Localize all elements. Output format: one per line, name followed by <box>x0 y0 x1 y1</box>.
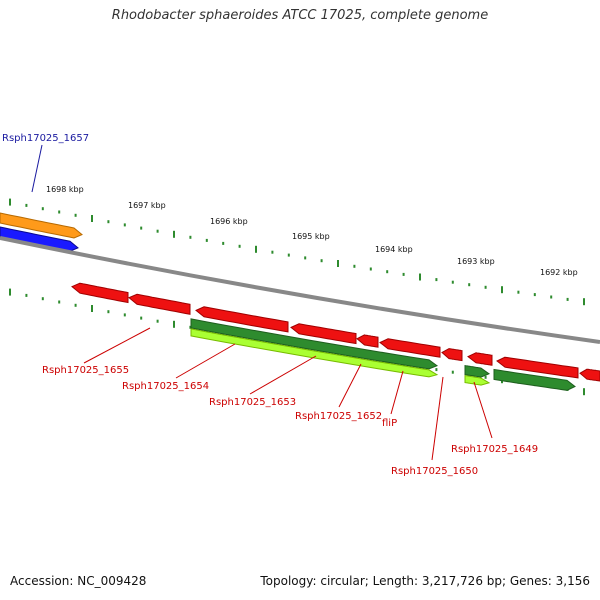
inner-minor-tick <box>123 313 126 317</box>
outer-major-tick <box>583 298 585 306</box>
outer-major-tick <box>255 245 257 253</box>
outer-minor-tick <box>533 293 536 297</box>
leader-line-2 <box>83 327 151 364</box>
gene-dark-green-arrow-2 <box>464 365 491 378</box>
outer-minor-tick <box>107 220 110 224</box>
outer-minor-tick <box>58 210 61 214</box>
outer-minor-tick <box>25 203 28 207</box>
inner-minor-tick <box>451 370 454 374</box>
inner-minor-tick <box>25 293 28 297</box>
outer-minor-tick <box>271 250 274 254</box>
accession-text: Accession: NC_009428 <box>10 574 147 588</box>
scale-label-1692: 1692 kbp <box>540 268 578 277</box>
outer-minor-tick <box>550 295 553 299</box>
gene-label-rsph17025-1657: Rsph17025_1657 <box>2 133 89 144</box>
outer-minor-tick <box>189 235 192 239</box>
scale-label-1696: 1696 kbp <box>210 217 248 226</box>
outer-major-tick <box>501 286 503 294</box>
leader-line-6 <box>390 370 404 415</box>
outer-major-tick <box>173 230 175 238</box>
inner-major-tick <box>583 388 585 396</box>
inner-minor-tick <box>484 375 487 379</box>
leader-line-8 <box>473 381 493 439</box>
outer-minor-tick <box>41 207 44 211</box>
scale-label-1693: 1693 kbp <box>457 257 495 266</box>
gene-orange-arrow <box>0 212 83 239</box>
gene-lime-arrow-2 <box>464 375 491 386</box>
outer-minor-tick <box>353 264 356 268</box>
outer-minor-tick <box>386 270 389 274</box>
gene-red-arrow-5 <box>356 334 379 348</box>
gene-red-arrow-8 <box>467 352 493 366</box>
gene-lime-arrow-1 <box>190 328 439 378</box>
gene-red-arrow-7 <box>441 348 463 362</box>
outer-minor-tick <box>238 244 241 248</box>
outer-minor-tick <box>320 259 323 263</box>
scale-label-1697: 1697 kbp <box>128 201 166 210</box>
outer-major-tick <box>419 273 421 281</box>
outer-minor-tick <box>304 256 307 260</box>
outer-minor-tick <box>156 229 159 233</box>
gene-label-flip: fliP <box>382 418 397 429</box>
label-leader-lines <box>31 144 493 461</box>
outer-minor-tick <box>468 283 471 287</box>
outer-major-tick <box>9 198 11 206</box>
inner-minor-tick <box>189 325 192 329</box>
scale-label-1694: 1694 kbp <box>375 245 413 254</box>
gene-red-arrow-10 <box>579 368 600 382</box>
outer-minor-tick <box>287 253 290 257</box>
gene-label-rsph17025-1650: Rsph17025_1650 <box>391 466 478 477</box>
scale-label-1695: 1695 kbp <box>292 232 330 241</box>
outer-minor-tick <box>435 278 438 282</box>
gene-red-arrow-2 <box>128 293 191 315</box>
outer-minor-tick <box>451 280 454 284</box>
inner-minor-tick <box>41 297 44 301</box>
gene-label-rsph17025-1653: Rsph17025_1653 <box>209 397 296 408</box>
inner-minor-tick <box>107 310 110 314</box>
gene-features <box>0 212 600 391</box>
gene-label-rsph17025-1649: Rsph17025_1649 <box>451 444 538 455</box>
gene-label-rsph17025-1652: Rsph17025_1652 <box>295 411 382 422</box>
leader-line-7 <box>431 376 444 461</box>
inner-minor-tick <box>140 316 143 320</box>
outer-minor-tick <box>517 290 520 294</box>
gene-red-arrow-4 <box>290 323 357 345</box>
outer-minor-tick <box>566 297 569 301</box>
genome-summary-text: Topology: circular; Length: 3,217,726 bp… <box>260 574 590 588</box>
gene-red-arrow-1 <box>71 282 129 304</box>
outer-minor-tick <box>369 267 372 271</box>
outer-major-tick <box>337 260 339 267</box>
outer-minor-tick <box>484 285 487 289</box>
outer-minor-tick <box>205 238 208 242</box>
inner-minor-tick <box>74 303 77 307</box>
leader-line-1 <box>31 144 43 193</box>
inner-major-tick <box>91 305 93 312</box>
gene-red-arrow-3 <box>195 306 289 333</box>
outer-minor-tick <box>123 223 126 227</box>
outer-minor-tick <box>402 272 405 276</box>
map-title: Rhodobacter sphaeroides ATCC 17025, comp… <box>111 8 489 23</box>
outer-minor-tick <box>222 241 225 245</box>
gene-label-rsph17025-1655: Rsph17025_1655 <box>42 365 129 376</box>
inner-minor-tick <box>435 368 438 372</box>
inner-major-tick <box>173 320 175 328</box>
gene-dark-green-arrow-3 <box>493 368 576 391</box>
outer-major-tick <box>91 215 93 222</box>
gene-label-rsph17025-1654: Rsph17025_1654 <box>122 381 209 392</box>
outer-minor-tick <box>140 226 143 230</box>
gene-red-arrow-9 <box>496 356 579 379</box>
leader-line-4 <box>249 355 317 395</box>
scale-label-1698: 1698 kbp <box>46 185 84 194</box>
gene-red-arrow-6 <box>379 338 441 358</box>
inner-major-tick <box>9 288 11 296</box>
outer-minor-tick <box>74 213 77 217</box>
inner-minor-tick <box>58 300 61 304</box>
leader-line-3 <box>175 343 236 379</box>
inner-minor-tick <box>156 319 159 323</box>
gene-dark-green-arrow-1 <box>190 318 439 370</box>
leader-line-5 <box>338 363 362 408</box>
backbone-arc <box>0 236 600 344</box>
outer-tick-track <box>9 198 585 306</box>
